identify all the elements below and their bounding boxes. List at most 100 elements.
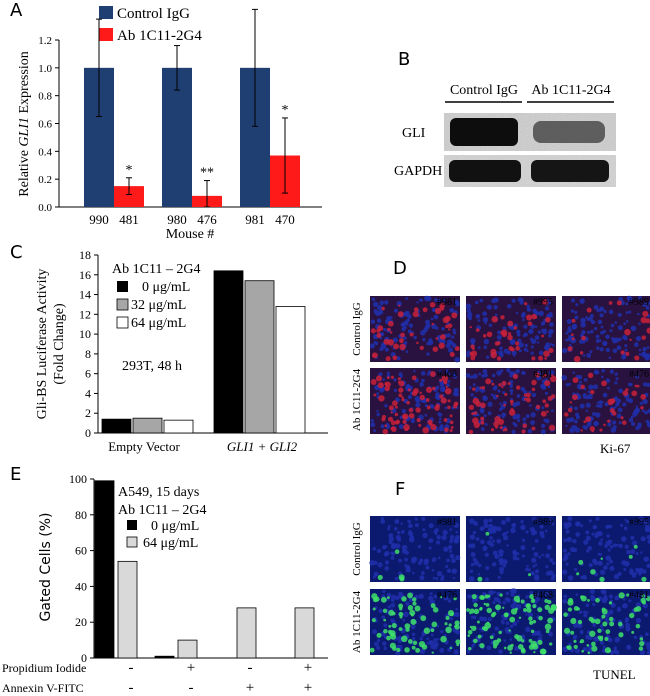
- signal-dot: [526, 607, 532, 613]
- signal-dot: [503, 427, 508, 432]
- nucleus-dot: [384, 566, 389, 571]
- signal-dot: [492, 611, 497, 616]
- nucleus-dot: [426, 637, 430, 641]
- nucleus-dot: [614, 321, 618, 324]
- signal-dot: [438, 342, 445, 349]
- nucleus-dot: [376, 638, 381, 643]
- nucleus-dot: [485, 577, 489, 582]
- signal-dot: [480, 402, 486, 409]
- nucleus-dot: [411, 632, 416, 636]
- signal-dot: [425, 398, 430, 402]
- signal-dot: [449, 646, 453, 650]
- nucleus-dot: [575, 415, 580, 420]
- nucleus-dot: [486, 304, 492, 310]
- signal-dot: [504, 392, 508, 397]
- tunel-row-label-control: Control IgG: [351, 522, 363, 576]
- signal-dot: [403, 423, 410, 431]
- nucleus-dot: [604, 402, 609, 407]
- nucleus-dot: [479, 616, 485, 622]
- nucleus-dot: [611, 337, 615, 341]
- nucleus-dot: [447, 599, 452, 603]
- signal-dot: [388, 405, 394, 411]
- nucleus-dot: [618, 421, 622, 425]
- signal-dot: [507, 381, 511, 386]
- nucleus-dot: [479, 407, 485, 413]
- nucleus-dot: [607, 386, 610, 390]
- nucleus-dot: [431, 568, 435, 572]
- signal-dot: [486, 621, 490, 625]
- nucleus-dot: [419, 382, 424, 387]
- nucleus-dot: [550, 521, 555, 526]
- nucleus-dot: [583, 425, 588, 430]
- signal-dot: [616, 300, 622, 306]
- nucleus-dot: [548, 334, 552, 338]
- signal-dot: [485, 531, 490, 536]
- nucleus-dot: [447, 545, 453, 550]
- nucleus-dot: [632, 518, 636, 522]
- nucleus-dot: [394, 526, 398, 531]
- signal-dot: [399, 615, 403, 619]
- nucleus-dot: [503, 639, 507, 642]
- signal-dot: [608, 601, 613, 605]
- chart-a-bars: * ***: [84, 8, 300, 208]
- nucleus-dot: [400, 530, 404, 534]
- nucleus-dot: [505, 591, 510, 596]
- nucleus-dot: [488, 323, 493, 327]
- signal-dot: [399, 343, 406, 351]
- signal-dot: [380, 383, 383, 386]
- signal-dot: [544, 403, 549, 408]
- nucleus-dot: [436, 535, 441, 540]
- nucleus-dot: [490, 393, 494, 397]
- signal-dot: [496, 356, 502, 361]
- signal-dot: [544, 623, 552, 631]
- nucleus-dot: [498, 552, 504, 557]
- micrograph-id-label: #476: [629, 369, 649, 380]
- signal-dot: [503, 646, 507, 650]
- signal-dot: [589, 426, 595, 432]
- nucleus-dot: [583, 539, 589, 545]
- nucleus-dot: [570, 428, 573, 432]
- signal-dot: [431, 621, 438, 628]
- y-tick-label: 1.2: [38, 35, 52, 47]
- y-tick-label: 0.8: [38, 91, 52, 103]
- signal-dot: [378, 395, 385, 402]
- signal-dot: [392, 400, 398, 407]
- nucleus-dot: [434, 298, 438, 302]
- signal-dot: [577, 619, 583, 625]
- nucleus-dot: [499, 570, 504, 575]
- nucleus-dot: [509, 388, 514, 393]
- signal-dot: [383, 628, 388, 634]
- significance-label: *: [126, 163, 133, 178]
- signal-dot: [483, 626, 489, 632]
- bar-1-1: [244, 280, 275, 434]
- nucleus-dot: [614, 372, 618, 376]
- nucleus-dot: [473, 560, 479, 566]
- signal-dot: [376, 328, 381, 333]
- nucleus-dot: [567, 552, 571, 556]
- signal-dot: [510, 403, 513, 406]
- nucleus-dot: [492, 600, 496, 605]
- nucleus-dot: [575, 532, 581, 537]
- signal-dot: [370, 328, 376, 334]
- chart-c-legend-swatch-0: [117, 281, 128, 292]
- signal-dot: [401, 396, 404, 399]
- signal-dot: [508, 629, 511, 632]
- nucleus-dot: [449, 549, 453, 553]
- nucleus-dot: [641, 351, 647, 357]
- nucleus-dot: [534, 335, 540, 340]
- signal-dot: [521, 639, 525, 643]
- nucleus-dot: [455, 607, 459, 611]
- nucleus-dot: [616, 345, 622, 351]
- nucleus-dot: [580, 317, 586, 324]
- nucleus-dot: [538, 555, 542, 559]
- signal-dot: [526, 397, 531, 403]
- signal-dot: [625, 351, 630, 356]
- nucleus-dot: [511, 588, 517, 594]
- nucleus-dot: [390, 598, 395, 603]
- signal-dot: [530, 629, 535, 633]
- nucleus-dot: [505, 621, 510, 625]
- chart-c-legend-label-0: 0 μg/mL: [142, 280, 190, 295]
- nucleus-dot: [373, 641, 379, 647]
- nucleus-dot: [383, 327, 387, 332]
- y-tick-label: 20: [75, 615, 87, 629]
